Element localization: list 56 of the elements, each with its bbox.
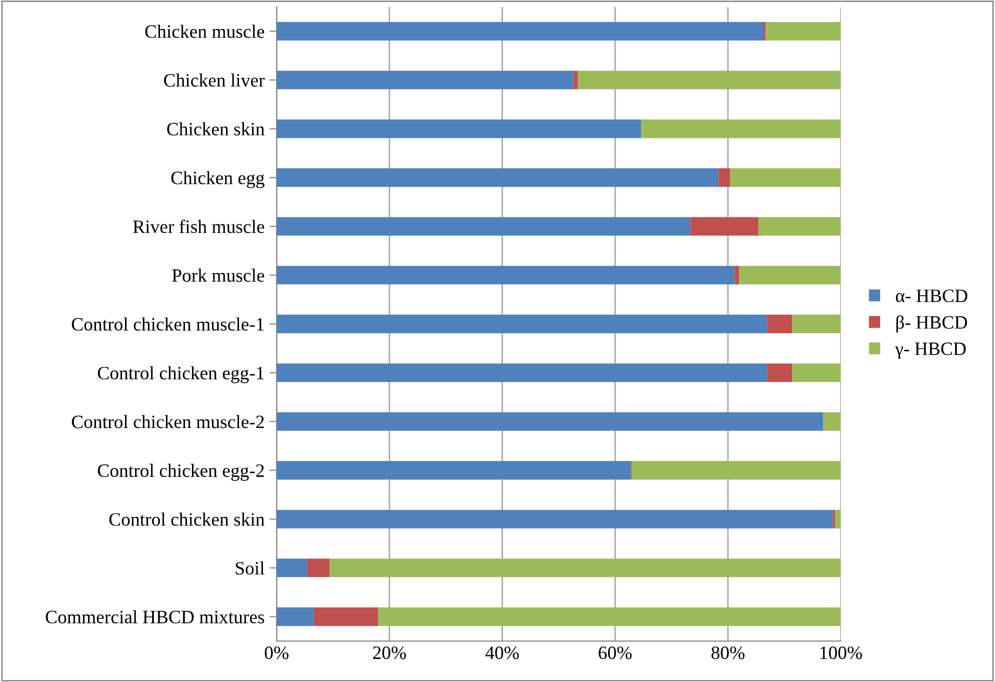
bar (792, 363, 841, 382)
bar (792, 314, 841, 334)
x-tick-label: 40% (485, 646, 519, 660)
bar (276, 266, 735, 284)
bar (276, 363, 768, 382)
x-tick-label: 0% (264, 646, 288, 660)
bar (276, 70, 574, 90)
bar (767, 363, 792, 382)
y-tick-label: Chicken skin (167, 122, 265, 136)
x-tick-label: 20% (373, 646, 406, 660)
legend-label: β- HBCD (896, 315, 967, 333)
bar (276, 22, 764, 40)
bar (767, 314, 792, 334)
y-tick-label: Chicken liver (164, 74, 265, 87)
x-tick-label: 60% (598, 646, 632, 660)
bar (276, 217, 690, 236)
bar (276, 314, 768, 334)
bar (330, 558, 841, 578)
bar (690, 217, 758, 236)
y-tick-label: Chicken egg (171, 171, 264, 188)
y-tick-label: Control chicken egg-1 (98, 366, 264, 384)
y-tick-label: River fish muscle (133, 220, 264, 234)
bar (734, 266, 740, 284)
bar (276, 607, 314, 626)
bar (718, 168, 730, 187)
y-tick-label: Pork muscle (172, 268, 264, 282)
bar (641, 120, 841, 138)
bar (314, 607, 378, 626)
bar (276, 412, 824, 431)
bar (730, 168, 841, 187)
y-tick-label: Chicken muscle (145, 24, 264, 38)
bar (739, 266, 841, 284)
bar (378, 607, 841, 626)
y-tick-label: Control chicken egg-2 (98, 464, 264, 481)
y-tick-label: Control chicken muscle-1 (72, 317, 264, 331)
bar (276, 168, 718, 187)
x-tick-label: 100% (820, 646, 862, 660)
y-tick-label: Control chicken skin (109, 512, 265, 526)
y-tick-label: Control chicken muscle-2 (72, 415, 264, 428)
bar (307, 558, 330, 578)
y-tick-label: Soil (236, 561, 264, 575)
bar (573, 70, 578, 90)
bar (631, 461, 841, 480)
bar (276, 510, 833, 528)
bar (766, 22, 841, 40)
legend-label: γ- HBCD (895, 342, 966, 359)
bar (578, 70, 841, 90)
bar (276, 120, 642, 138)
bar (758, 217, 841, 236)
bar (823, 412, 841, 431)
x-tick-label: 80% (711, 646, 744, 660)
bar (835, 510, 841, 528)
legend-label: α- HBCD (896, 290, 968, 302)
y-tick-label: Commercial HBCD mixtures (46, 610, 264, 624)
bar (276, 558, 308, 578)
bar (276, 461, 631, 480)
